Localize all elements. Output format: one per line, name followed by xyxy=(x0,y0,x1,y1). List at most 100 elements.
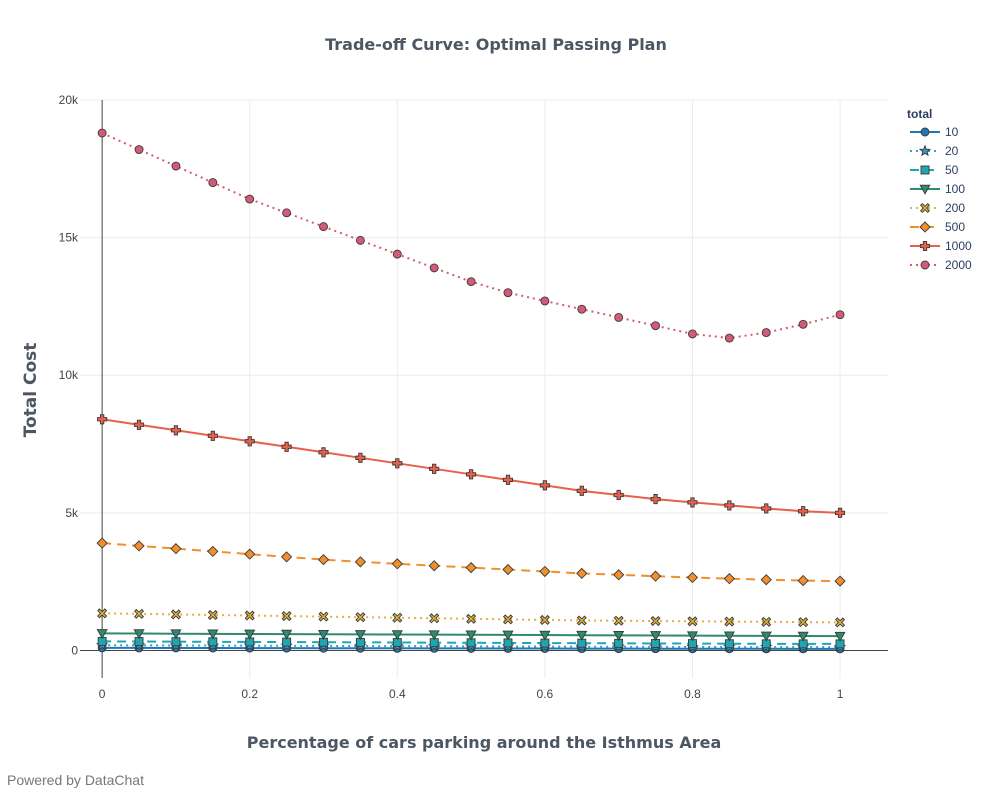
legend-item-10[interactable]: 10 xyxy=(910,125,959,139)
legend-item-100[interactable]: 100 xyxy=(910,182,965,196)
data-point xyxy=(834,575,846,587)
series-line-500 xyxy=(102,542,841,583)
chart-title: Trade-off Curve: Optimal Passing Plan xyxy=(325,35,667,54)
data-point xyxy=(429,613,440,624)
x-axis-title: Percentage of cars parking around the Is… xyxy=(247,733,722,752)
data-point xyxy=(466,277,476,287)
series-2000 xyxy=(97,128,845,343)
data-point xyxy=(317,629,330,640)
data-point xyxy=(134,145,144,154)
data-point xyxy=(650,615,661,627)
data-point xyxy=(391,630,403,641)
axes xyxy=(80,100,888,678)
data-point xyxy=(465,561,477,574)
data-point xyxy=(539,614,550,625)
data-point xyxy=(97,128,107,138)
legend-swatch-marker xyxy=(919,240,931,252)
series-200 xyxy=(97,608,846,628)
data-point xyxy=(577,304,587,314)
x-tick-label: 0.8 xyxy=(684,687,701,701)
data-point xyxy=(97,608,108,619)
data-point xyxy=(540,296,550,306)
data-point xyxy=(208,178,218,188)
x-tick-label: 0.4 xyxy=(389,687,406,701)
data-point xyxy=(688,329,697,339)
data-point xyxy=(133,540,145,552)
legend-label: 1000 xyxy=(945,239,972,253)
data-point xyxy=(355,452,366,463)
legend-label: 200 xyxy=(945,201,965,215)
data-point xyxy=(613,615,624,626)
y-tick-label: 0 xyxy=(71,643,78,657)
legend-item-500[interactable]: 500 xyxy=(910,220,965,234)
data-point xyxy=(170,609,181,620)
data-point xyxy=(244,436,255,447)
y-tick-label: 5k xyxy=(65,506,79,520)
series-layer xyxy=(95,128,847,654)
legend-swatch-marker xyxy=(918,144,932,157)
data-point xyxy=(466,613,477,624)
data-point xyxy=(244,548,256,560)
data-point xyxy=(651,321,661,331)
legend-item-2000[interactable]: 2000 xyxy=(910,258,972,272)
data-point xyxy=(761,503,772,514)
data-point xyxy=(761,616,772,627)
data-point xyxy=(835,617,846,628)
data-point xyxy=(503,288,513,298)
data-point xyxy=(170,425,181,436)
legend-label: 50 xyxy=(945,163,959,177)
y-tick-label: 20k xyxy=(59,93,79,107)
data-point xyxy=(244,610,255,621)
data-point xyxy=(797,631,809,642)
data-point xyxy=(354,556,367,568)
data-point xyxy=(392,612,403,623)
data-point xyxy=(576,485,587,496)
legend-item-50[interactable]: 50 xyxy=(910,163,959,177)
x-tick-label: 0 xyxy=(99,687,106,701)
data-point xyxy=(760,631,772,642)
legend-swatch-marker xyxy=(920,260,930,270)
data-point xyxy=(170,629,182,640)
data-point xyxy=(614,312,624,322)
data-point xyxy=(280,551,293,563)
legend-swatch-marker xyxy=(920,165,930,175)
data-point xyxy=(96,629,108,640)
series-500 xyxy=(96,537,846,587)
tick-labels: 0 0.2 0.4 0.6 0.8 1 0 5k 10k 15k 20k xyxy=(59,93,844,701)
legend-swatch-marker xyxy=(919,221,931,233)
data-point xyxy=(244,629,256,640)
data-point xyxy=(133,419,145,430)
data-point xyxy=(502,474,514,485)
data-point xyxy=(686,631,699,642)
y-axis-title: Total Cost xyxy=(21,343,41,438)
y-tick-label: 10k xyxy=(59,368,79,382)
data-point xyxy=(171,161,181,171)
legend-swatch-marker xyxy=(919,202,931,214)
data-point xyxy=(392,249,402,259)
legend[interactable]: total 10 20 50 100 200 500 1000 2000 xyxy=(907,107,972,272)
data-point xyxy=(317,554,330,566)
data-point xyxy=(355,235,365,245)
data-point xyxy=(391,558,403,570)
data-point xyxy=(281,441,292,452)
data-point xyxy=(207,430,218,441)
data-point xyxy=(502,630,514,641)
data-point xyxy=(319,222,328,232)
data-point xyxy=(649,631,662,642)
legend-label: 2000 xyxy=(945,258,972,272)
legend-item-1000[interactable]: 1000 xyxy=(910,239,972,253)
legend-item-20[interactable]: 20 xyxy=(910,144,959,158)
series-1000 xyxy=(97,414,846,518)
data-point xyxy=(724,616,735,627)
data-point xyxy=(97,414,108,425)
data-point xyxy=(798,617,809,628)
data-point xyxy=(281,629,293,640)
data-point xyxy=(576,567,588,580)
x-tick-label: 1 xyxy=(837,687,844,701)
data-point xyxy=(761,328,771,338)
data-point xyxy=(613,631,625,642)
data-point xyxy=(539,630,551,641)
legend-item-200[interactable]: 200 xyxy=(910,201,965,215)
data-point xyxy=(686,571,699,584)
data-point xyxy=(207,609,218,621)
